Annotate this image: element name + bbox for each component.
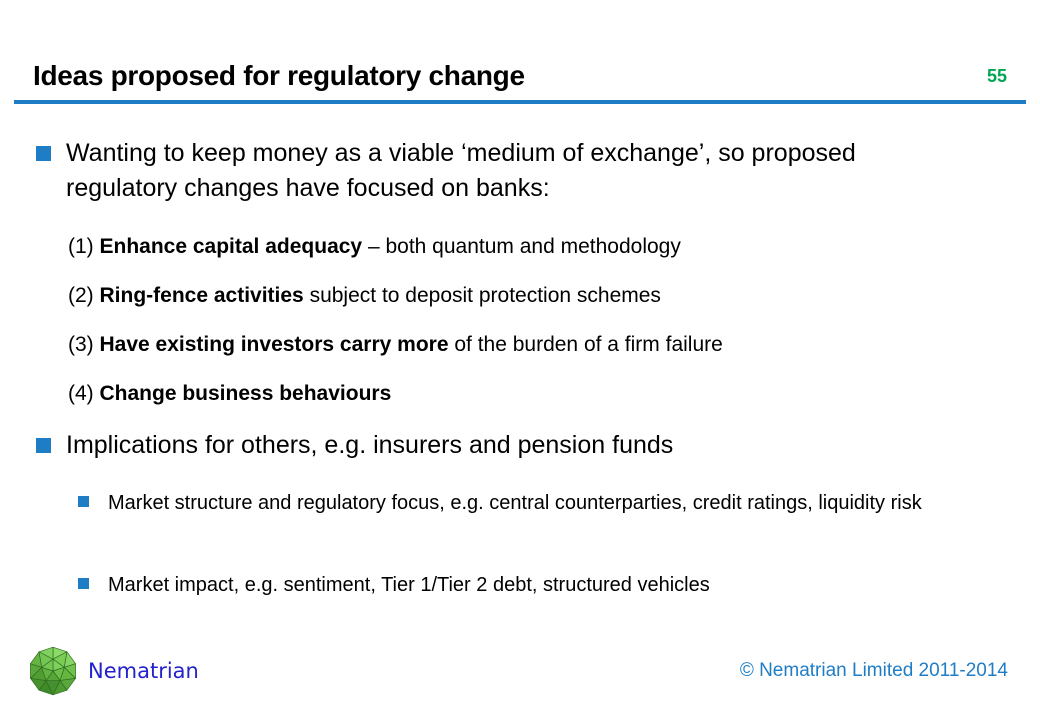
numbered-item-2: (2) Ring-fence activities subject to dep…: [68, 271, 723, 320]
brand-name: Nematrian: [88, 659, 199, 683]
sub-bullet-text: Market structure and regulatory focus, e…: [108, 492, 922, 514]
item-bold-text: Enhance capital adequacy: [99, 235, 363, 258]
sub-bullet-item: Market structure and regulatory focus, e…: [78, 488, 938, 518]
square-bullet-icon: [36, 146, 51, 161]
item-bold-text: Ring-fence activities: [99, 284, 304, 307]
item-number: (2): [68, 284, 100, 307]
item-number: (4): [68, 382, 100, 405]
sub-bullet-text: Market impact, e.g. sentiment, Tier 1/Ti…: [108, 574, 710, 596]
bullet-text: Wanting to keep money as a viable ‘mediu…: [66, 139, 856, 202]
square-bullet-icon: [78, 496, 89, 507]
sub-bullet-item: Market impact, e.g. sentiment, Tier 1/Ti…: [78, 570, 958, 600]
square-bullet-icon: [36, 438, 51, 453]
page-title: Ideas proposed for regulatory change: [33, 60, 525, 91]
item-rest-text: subject to deposit protection schemes: [303, 284, 661, 307]
bullet-text: Implications for others, e.g. insurers a…: [66, 431, 674, 459]
item-number: (3): [68, 333, 100, 356]
item-number: (1): [68, 235, 100, 258]
item-bold-text: Change business behaviours: [99, 382, 392, 405]
numbered-item-4: (4) Change business behaviours: [68, 369, 723, 418]
square-bullet-icon: [78, 578, 89, 589]
numbered-item-1: (1) Enhance capital adequacy – both quan…: [68, 222, 723, 271]
bullet-item: Implications for others, e.g. insurers a…: [36, 428, 941, 463]
item-rest-text: – both quantum and methodology: [362, 235, 681, 258]
title-rule-divider: [14, 100, 1026, 104]
nematrian-polyhedron-logo-icon: [30, 646, 76, 696]
item-bold-text: Have existing investors carry more: [99, 333, 449, 356]
numbered-list: (1) Enhance capital adequacy – both quan…: [68, 222, 723, 418]
slide-number: 55: [986, 66, 1007, 86]
item-rest-text: of the burden of a firm failure: [448, 333, 723, 356]
copyright-notice: © Nematrian Limited 2011-2014: [739, 660, 1008, 681]
numbered-item-3: (3) Have existing investors carry more o…: [68, 320, 723, 369]
bullet-item: Wanting to keep money as a viable ‘mediu…: [36, 136, 941, 206]
